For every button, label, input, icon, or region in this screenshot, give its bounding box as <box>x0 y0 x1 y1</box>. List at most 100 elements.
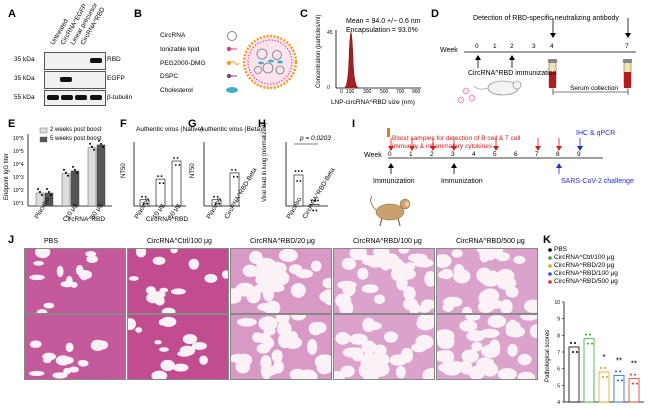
panel-g-nt50-beta: Authentic virus (Beta) NT50 Placebo Circ… <box>188 114 262 230</box>
i-timeline <box>370 128 603 227</box>
panelG-point-1-1 <box>232 175 235 178</box>
ionizable-lipid-icon <box>226 46 237 52</box>
alveolus <box>517 371 536 379</box>
h-point-0-2 <box>297 170 300 172</box>
e-point-1-1-2 <box>76 171 78 174</box>
i-challenge-arrowhead <box>556 163 562 168</box>
histology-tile-1-1 <box>127 314 229 380</box>
e-legend-5w: 5 weeks post boost <box>50 136 102 142</box>
panelF-bar-2 <box>171 160 182 207</box>
i-blood-arrowhead-7 <box>535 146 541 151</box>
alveolus <box>500 299 513 313</box>
e-ytick-2: 10^2 <box>13 188 24 194</box>
legend-circrna: CircRNA <box>160 32 186 39</box>
alveolus <box>465 315 481 321</box>
blot-rbd <box>44 52 106 70</box>
alveolus <box>55 355 71 366</box>
c-xtick-100: 100 <box>346 89 355 95</box>
alveolus <box>135 249 147 258</box>
alveolus <box>52 372 68 379</box>
alveolus <box>86 255 98 264</box>
panelG-point-1-2 <box>234 168 237 171</box>
k-star-4: ** <box>631 360 637 369</box>
i-week-5: 5 <box>493 151 497 158</box>
k-star-3: ** <box>616 356 622 365</box>
panelG-bar-1 <box>229 172 240 207</box>
i-week-6: 6 <box>514 151 518 158</box>
j-col-label-0: PBS <box>44 238 59 245</box>
alveolus <box>29 340 42 348</box>
alveolus <box>339 299 354 313</box>
panelF-point-1-1 <box>158 182 161 185</box>
alveolus <box>63 367 71 375</box>
target-egfp: EGFP <box>107 75 125 82</box>
alveolus <box>524 299 537 313</box>
panel-j-histology: PBS CircRNA^Ctrl/100 μg CircRNA^RBD/20 μg C… <box>0 232 540 409</box>
histology-alveoli-3-1 <box>334 315 434 379</box>
alveolus <box>172 363 189 372</box>
alveolus <box>43 302 55 309</box>
j-col-label-2: CircRNA^RBD/20 μg <box>250 238 315 245</box>
panel-label-i: I <box>352 118 356 130</box>
h-chart <box>285 142 328 212</box>
blot-egfp <box>44 71 106 89</box>
alveolus <box>191 342 207 350</box>
k-legend-1: CircRNA^Ctrl/100 μg <box>554 254 615 261</box>
alveolus <box>497 368 517 379</box>
alveolus <box>278 332 292 349</box>
d-week-3: 3 <box>532 43 536 50</box>
e-point-2-1-2 <box>102 145 104 148</box>
panelG-point-1-3 <box>236 175 239 178</box>
panelF-bar-1 <box>155 178 166 207</box>
i-note: Blood samples for detection of B cell & … <box>392 135 521 151</box>
alveolus <box>221 270 228 279</box>
panel-a-western-blot: Untreated CircRNA^EGFP Linear precursor … <box>0 0 132 110</box>
g-title: Authentic virus (Beta) <box>200 126 263 133</box>
panelF-point-0-2 <box>144 195 147 198</box>
alveolus <box>273 359 284 374</box>
k-legend-marker-2 <box>548 264 552 268</box>
alveolus <box>363 351 374 361</box>
e-bar-2-1 <box>96 144 106 207</box>
k-point-0-3 <box>576 351 578 353</box>
lnp-icons <box>457 87 476 104</box>
alveolus <box>278 249 298 262</box>
k-point-2-3 <box>606 376 608 378</box>
i-week-0: 0 <box>388 151 392 158</box>
mouse-icon <box>473 80 522 96</box>
c-xtick-700: 700 <box>396 89 405 95</box>
k-point-3-1 <box>617 379 619 382</box>
histology-alveoli-2-0 <box>231 249 331 313</box>
alveolus <box>182 333 198 345</box>
i-week-7: 7 <box>535 151 539 158</box>
panel-label-k: K <box>543 234 551 246</box>
alveolus <box>442 303 454 312</box>
i-immun-0: Immunization <box>373 178 415 185</box>
k-bar-2 <box>598 371 610 403</box>
c-xtick-900: 900 <box>412 89 421 95</box>
alveolus <box>349 249 368 261</box>
k-bar-4 <box>628 378 640 403</box>
alveolus <box>170 249 178 254</box>
alveolus <box>204 273 218 283</box>
e-point-2-0-0 <box>89 142 91 145</box>
size-peak <box>343 31 360 89</box>
i-challenge: SARS-CoV-2 challenge <box>561 178 634 185</box>
k-point-1-2 <box>589 333 591 336</box>
i-blood-arrowhead-5 <box>493 146 499 151</box>
i-blood-arrowhead-2 <box>430 146 436 151</box>
panelF-point-1-3 <box>162 182 165 185</box>
histology-alveoli-0-0 <box>29 249 98 313</box>
h-bar-0 <box>293 174 304 207</box>
k-ytick-label-5: 5 <box>557 383 560 389</box>
c-xlabel: LNP-circRNA^RBD size (nm) <box>331 99 415 106</box>
k-point-0-2 <box>574 342 576 344</box>
panel-label-d: D <box>431 8 439 20</box>
band-tubulin-3 <box>75 95 87 100</box>
alveolus <box>403 297 418 311</box>
panelF-point-2-1 <box>174 164 177 166</box>
alveolus <box>438 362 458 373</box>
panel-label-h: H <box>258 118 266 130</box>
alveolus <box>362 317 376 333</box>
